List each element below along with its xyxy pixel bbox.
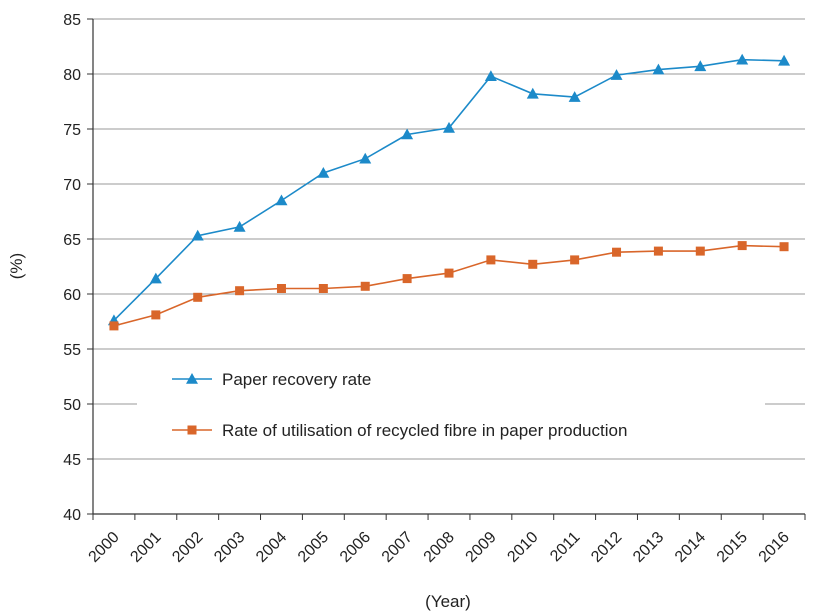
- series-line: [113, 58, 785, 321]
- data-point: [528, 259, 538, 269]
- series-0: [107, 53, 791, 326]
- data-point: [695, 246, 705, 256]
- x-tick-label: 2013: [630, 529, 667, 566]
- x-tick-label: 2010: [504, 529, 541, 566]
- y-axis-title: (%): [7, 253, 26, 279]
- data-point: [109, 321, 119, 331]
- x-axis-title: (Year): [425, 592, 471, 611]
- legend-square-marker: [187, 425, 197, 435]
- y-tick-label: 85: [63, 12, 81, 29]
- y-tick-label: 65: [63, 232, 81, 249]
- y-tick-label: 75: [63, 122, 81, 139]
- legend-item-recycled-fibre: Rate of utilisation of recycled fibre in…: [172, 421, 627, 440]
- y-tick-label: 45: [63, 452, 81, 469]
- x-tick-label: 2003: [211, 529, 248, 566]
- data-point: [652, 63, 665, 75]
- data-point: [694, 60, 707, 72]
- axes: [87, 18, 806, 520]
- data-point: [484, 70, 497, 81]
- data-point: [235, 286, 245, 296]
- y-tick-label: 40: [63, 507, 81, 524]
- data-point: [653, 246, 663, 256]
- data-point: [191, 229, 204, 241]
- data-point: [149, 272, 162, 284]
- series-line: [113, 244, 785, 327]
- y-tick-label: 70: [63, 177, 81, 194]
- x-tick-label: 2009: [463, 529, 500, 566]
- y-tick-label: 80: [63, 67, 81, 84]
- x-tick-label: 2007: [379, 529, 416, 566]
- x-tick-label: 2002: [169, 529, 206, 566]
- data-point: [526, 87, 539, 99]
- x-tick-label: 2014: [672, 529, 709, 566]
- y-tick-label: 50: [63, 397, 81, 414]
- data-point: [778, 54, 791, 66]
- data-point: [610, 69, 623, 80]
- data-point: [402, 274, 412, 284]
- x-tick-label: 2012: [588, 529, 625, 566]
- x-tick-label: 2015: [714, 529, 751, 566]
- y-tick-label: 55: [63, 342, 81, 359]
- data-point: [568, 91, 581, 102]
- y-tick-label: 60: [63, 287, 81, 304]
- x-tick-label: 2005: [295, 529, 332, 566]
- x-tick-label: 2016: [756, 529, 793, 566]
- data-point: [486, 255, 496, 265]
- data-point: [275, 194, 288, 206]
- series-1: [109, 241, 789, 331]
- legend-background: [137, 360, 765, 444]
- x-tick-label: 2001: [127, 529, 164, 566]
- data-point: [317, 167, 330, 178]
- data-point: [737, 241, 747, 251]
- legend-label: Rate of utilisation of recycled fibre in…: [222, 421, 627, 440]
- series-group: [107, 53, 791, 331]
- x-tick-label: 2006: [337, 529, 374, 566]
- data-point: [444, 268, 454, 278]
- data-point: [443, 121, 455, 133]
- data-point: [276, 284, 286, 293]
- data-point: [401, 128, 414, 140]
- legend: Paper recovery rate Rate of utilisation …: [137, 360, 765, 444]
- data-point: [360, 281, 370, 291]
- data-point: [233, 220, 246, 232]
- data-point: [570, 255, 580, 265]
- data-point: [359, 152, 372, 164]
- x-tick-label: 2004: [253, 529, 290, 566]
- data-point: [779, 242, 789, 252]
- data-point: [151, 310, 161, 320]
- data-point: [736, 53, 749, 65]
- data-point: [193, 292, 203, 302]
- legend-triangle-marker: [186, 373, 198, 384]
- x-tick-labels: 2000 2001 2002 2003 2004 2005 2006 2007 2008 2009…: [86, 529, 793, 566]
- x-tick-label: 2011: [547, 529, 583, 565]
- legend-label: Paper recovery rate: [222, 370, 371, 389]
- x-tick-label: 2008: [421, 529, 458, 566]
- y-tick-labels: 40 45 50 55 60 65 70 75 80 85: [63, 12, 81, 524]
- data-point: [318, 284, 328, 293]
- legend-item-paper-recovery: Paper recovery rate: [172, 370, 371, 389]
- x-tick-label: 2000: [86, 529, 123, 566]
- data-point: [612, 247, 622, 257]
